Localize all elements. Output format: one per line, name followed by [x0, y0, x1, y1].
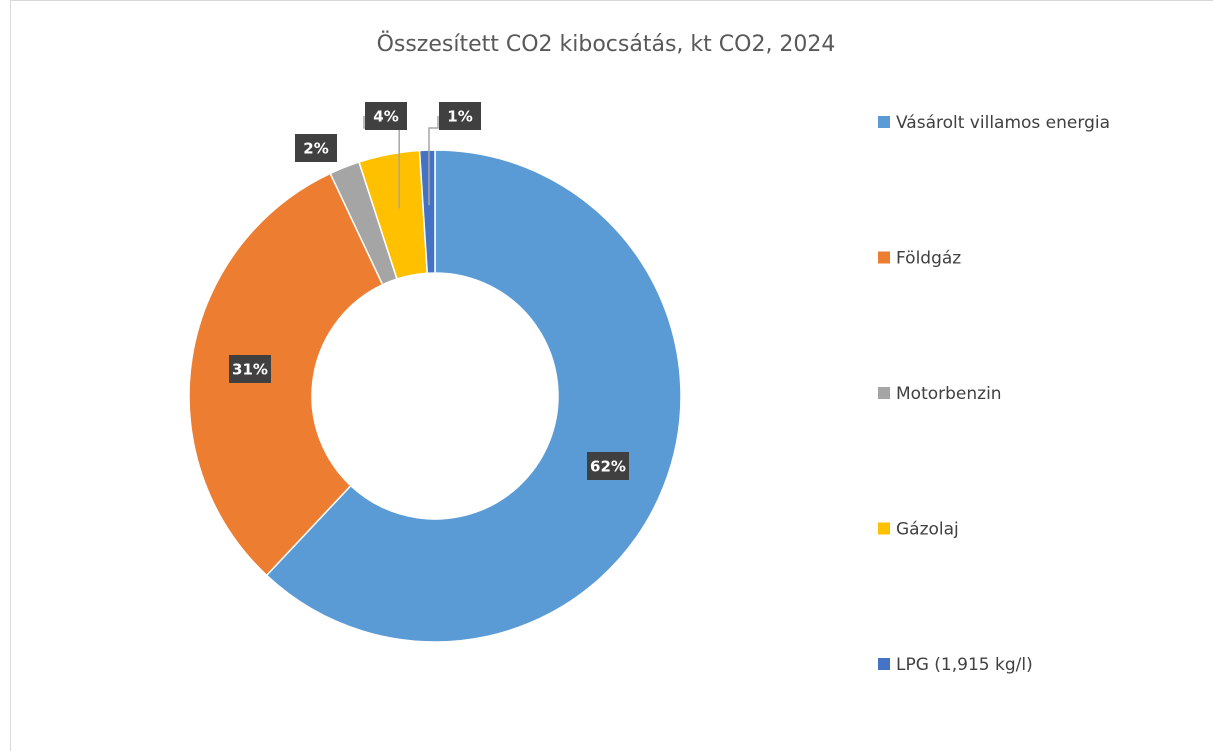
label-box — [229, 355, 271, 383]
donut-slice — [265, 149, 682, 643]
data-label: 1% — [447, 108, 472, 126]
label-box — [365, 102, 407, 130]
legend-swatch — [878, 116, 890, 128]
chart-frame — [10, 0, 1213, 751]
legend-swatch — [878, 251, 890, 264]
legend-swatch — [878, 387, 890, 399]
legend-label: Vásárolt villamos energia — [896, 113, 1110, 133]
data-label: 2% — [303, 140, 328, 158]
label-box — [439, 102, 481, 130]
legend-label: Földgáz — [896, 249, 961, 269]
data-label: 4% — [373, 108, 398, 126]
legend-swatch — [878, 522, 890, 535]
label-box — [587, 452, 629, 480]
donut-slice — [188, 172, 384, 577]
data-label: 62% — [590, 458, 626, 476]
label-box — [295, 134, 337, 162]
donut-slice — [418, 149, 436, 275]
chart-title: Összesített CO2 kibocsátás, kt CO2, 2024 — [377, 31, 836, 57]
legend-swatch — [878, 658, 890, 670]
legend-label: Motorbenzin — [896, 384, 1002, 404]
legend-label: LPG (1,915 kg/l) — [896, 655, 1033, 675]
leader-line — [428, 116, 439, 206]
legend-label: Gázolaj — [896, 520, 959, 540]
data-label: 31% — [232, 361, 268, 379]
